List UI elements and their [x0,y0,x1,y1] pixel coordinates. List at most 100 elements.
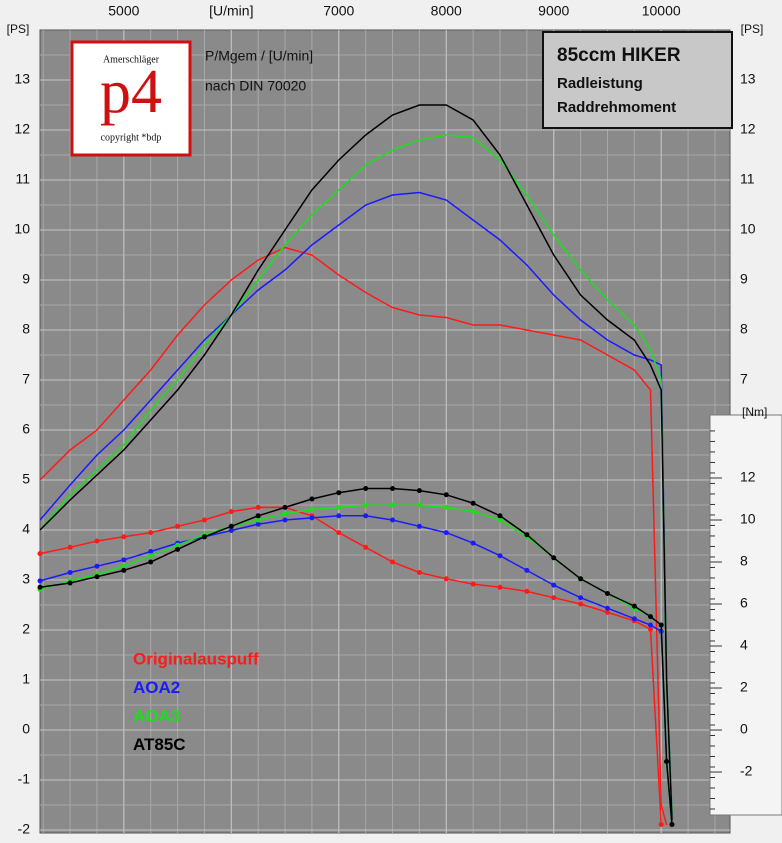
torque-point [416,488,422,494]
torque-point [175,546,181,552]
y-tick-label: 11 [740,171,755,187]
power-line [39,134,673,816]
grid [40,30,730,833]
torque-point [497,584,503,590]
y-tick-label: 0 [22,721,30,737]
torque-point [416,570,422,576]
y-tick-label: 12 [740,121,756,137]
torque-point [524,588,530,594]
torque-point [631,616,637,622]
torque-point [282,504,288,510]
y-tick-label: 7 [22,371,30,387]
torque-point [443,576,449,582]
logo-box [70,40,192,157]
y-tick-label: 11 [15,171,30,187]
plot-area [39,29,731,834]
y-tick-label: 4 [22,521,30,537]
torque-point [121,534,127,540]
ticks: 5000 [U/min] 7000 8000 9000 10000-2-101234567… [14,3,755,837]
torque-point [390,559,396,565]
torque-point [37,584,43,590]
x-tick-label: 7000 [323,3,354,19]
title: 85ccm HIKER [557,45,681,66]
torque-point [578,601,584,607]
torque-point [390,502,396,508]
legend-entry: AOA2 [133,678,180,697]
y-tick-label: 10 [740,221,756,237]
torque-point [228,527,234,533]
x-tick-label: 9000 [538,3,569,19]
torque-point [443,492,449,498]
y2-axis-label: [Nm] [742,405,767,419]
torque-point [255,513,261,519]
torque-point [551,595,557,601]
torque-point [201,517,207,523]
torque-point [647,614,653,620]
torque-point [631,603,637,609]
power-line [39,104,673,821]
y2-tick-label: 4 [740,637,748,653]
y-tick-label: 8 [740,321,748,337]
y-axis-label: [PS] [741,22,764,36]
torque-point [578,595,584,601]
y-tick-label: 13 [14,71,30,87]
torque-point [658,822,664,828]
torque-point [67,580,73,586]
torque-point [604,605,610,611]
torque-point [390,517,396,523]
torque-point [309,515,315,521]
torque-point [363,502,369,508]
y2-axis-box [709,414,782,816]
y2-tick-label: 12 [740,469,756,485]
subtitle: P/Mgem / [U/min] [205,48,313,64]
y-tick-label: 10 [14,221,30,237]
torque-point [121,567,127,573]
subtitle: Raddrehmoment [557,99,676,116]
torque-point [94,538,100,544]
torque-point [664,759,670,765]
torque-point [524,532,530,538]
y2-tick-label: -2 [740,763,753,779]
torque-point [175,542,181,548]
torque-point [551,555,557,561]
torque-point [647,622,653,628]
y2-tick-label: 10 [740,511,756,527]
y-tick-label: 12 [14,121,30,137]
legend-entry: Originalauspuff [133,649,259,668]
torque-point [336,513,342,519]
torque-point [148,553,154,559]
torque-point [309,506,315,512]
subtitle: Radleistung [557,75,643,92]
legend: Originalauspuff AOA2 AOA3 AT85C [133,649,259,754]
torque-point [67,570,73,576]
y-tick-label: 9 [22,271,30,287]
torque-point [282,511,288,517]
torque-point [37,551,43,557]
x-tick-label: [U/min] [209,3,253,19]
torque-point [255,521,261,527]
x-tick-label: 8000 [431,3,462,19]
curves [37,104,675,828]
y-axis-label: [PS] [7,22,30,36]
y2-tick-label: 8 [740,553,748,569]
title-box [542,31,733,129]
y-tick-label: 7 [740,371,748,387]
torque-point [121,563,127,569]
torque-point [255,517,261,523]
torque-point [443,504,449,510]
torque-point [524,567,530,573]
logo-bottom: copyright *bdp [101,132,162,143]
torque-point [148,530,154,536]
torque-point [497,517,503,523]
torque-point [148,549,154,555]
torque-point [282,517,288,523]
torque-point [363,513,369,519]
subtitle: nach DIN 70020 [205,78,306,94]
torque-point [363,485,369,491]
torque-point [363,544,369,550]
torque-point [37,578,43,584]
torque-point [443,530,449,536]
torque-point [658,622,664,628]
torque-point [390,485,396,491]
